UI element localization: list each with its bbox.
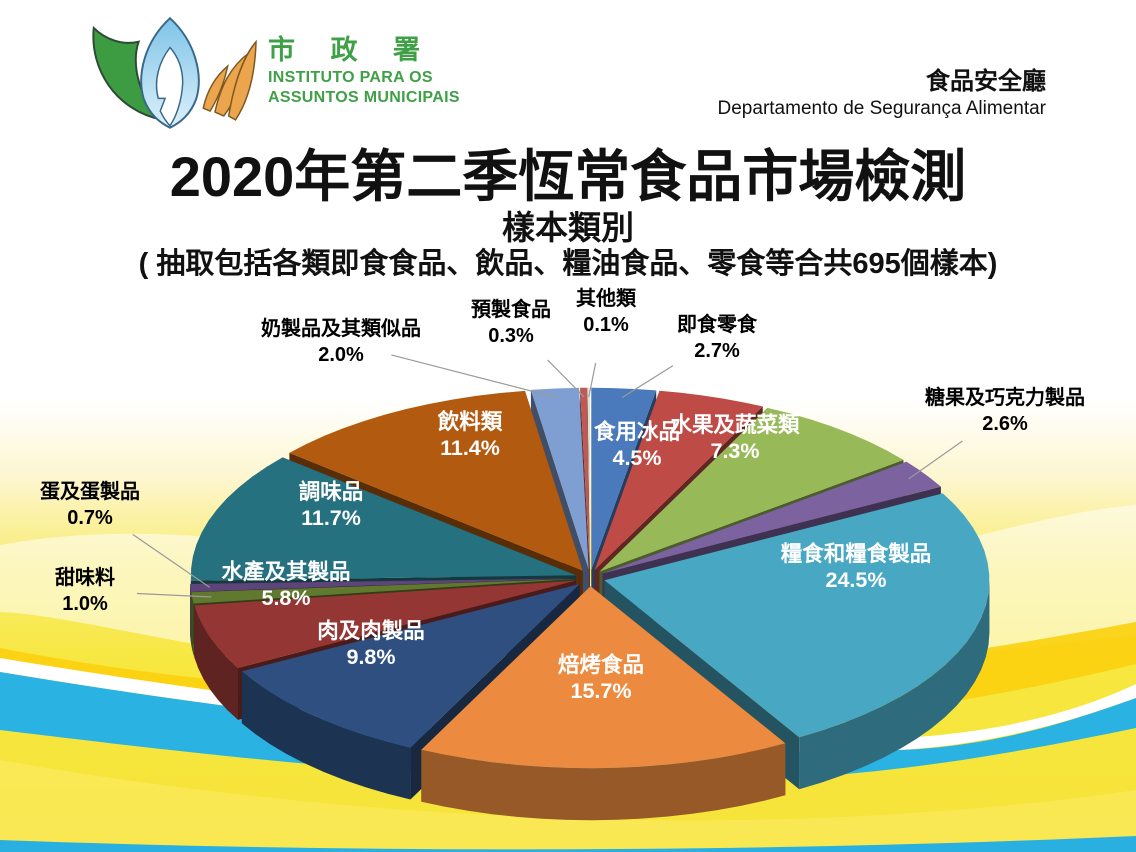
pie-slice-top [194, 580, 576, 668]
slice-label-13: 奶製品及其類似品 2.0% [261, 316, 421, 366]
cyan-bottom-strip [0, 836, 1136, 852]
pie-slice-top [587, 387, 590, 570]
slice-label-14: 預製食品 0.3% [471, 297, 551, 347]
pie-slice-top [289, 390, 583, 571]
label-leader-line [588, 362, 597, 397]
slice-label-6: 焙烤食品 15.7% [558, 652, 644, 703]
pie-slice-top [602, 461, 941, 574]
pie-slice-rim [421, 743, 786, 821]
slice-label-8: 水產及其製品 5.8% [221, 559, 350, 610]
iam-logo: 市 政 署 INSTITUTO PARA OS ASSUNTOS MUNICIP… [82, 10, 512, 132]
slice-label-15: 其他類 0.1% [576, 286, 637, 336]
pie-slice-rim [799, 580, 990, 790]
label-leader-line [136, 592, 212, 598]
page-subtitle: 樣本類別 [502, 209, 634, 246]
logo-name-cjk: 市 政 署 [268, 35, 435, 66]
slice-label-1: 即食零食 2.7% [677, 312, 758, 362]
pie-slice-top [594, 390, 763, 571]
logo-name-pt-1: INSTITUTO PARA OS [268, 68, 433, 86]
page-title: 2020年第二季恆常食品市場檢測 [169, 145, 967, 208]
logo-wing-3 [227, 39, 257, 121]
slice-label-3: 水果及蔬菜類 7.3% [670, 413, 800, 463]
pale-yellow-arc [0, 760, 1136, 852]
pie-slice-top [599, 407, 904, 572]
slice-label-7: 肉及肉製品 9.8% [317, 618, 425, 669]
pie-slice-top [580, 387, 590, 570]
pie-slice-top [241, 583, 580, 748]
department-name-cjk: 食品安全廳 [926, 68, 1046, 95]
logo-name-pt-2: ASSUNTOS MUNICIPAIS [268, 88, 460, 106]
pie-slice-rim [191, 592, 194, 656]
department-name-pt: Departamento de Segurança Alimentar [717, 98, 1046, 120]
slice-label-12: 飲料類 11.4% [437, 409, 503, 460]
slice-label-2: 食用冰品 4.5% [594, 419, 680, 470]
pie-slice-top [591, 387, 657, 570]
label-leader-line [547, 359, 585, 398]
pie-slice-rim [190, 583, 192, 644]
slice-label-9: 甜味料 1.0% [55, 566, 115, 615]
sample-note: ( 抽取包括各類即食食品、飲品、糧油食品、零食等合共695個樣本) [138, 248, 998, 280]
slice-label-11: 調味品 11.7% [299, 479, 364, 530]
label-leader-line [908, 440, 963, 480]
department-block: 食品安全廳 Departamento de Segurança Alimenta… [718, 66, 1046, 122]
pie-slice-top [604, 493, 990, 738]
pie-slice-top [191, 457, 576, 581]
iam-logo-icon [92, 16, 257, 129]
label-leader-line [621, 365, 674, 399]
pie-slice-top [191, 578, 576, 604]
pie-slice-top [190, 578, 576, 592]
pie-slice-rim [241, 671, 411, 800]
pie-slice-top [421, 586, 786, 769]
slice-label-10: 蛋及蛋製品 0.7% [40, 479, 140, 529]
logo-wing-1 [202, 64, 229, 113]
logo-flame [155, 46, 184, 127]
pie-slice-6 [421, 586, 786, 821]
pie-slice-rim [194, 605, 238, 720]
pie-slice-top [530, 387, 589, 570]
slice-label-5: 糧食和糧食製品 24.5% [781, 541, 932, 592]
label-leader-line [132, 533, 211, 588]
label-leader-line [391, 354, 557, 399]
slice-label-4: 糖果及巧克力製品 2.6% [925, 385, 1085, 435]
